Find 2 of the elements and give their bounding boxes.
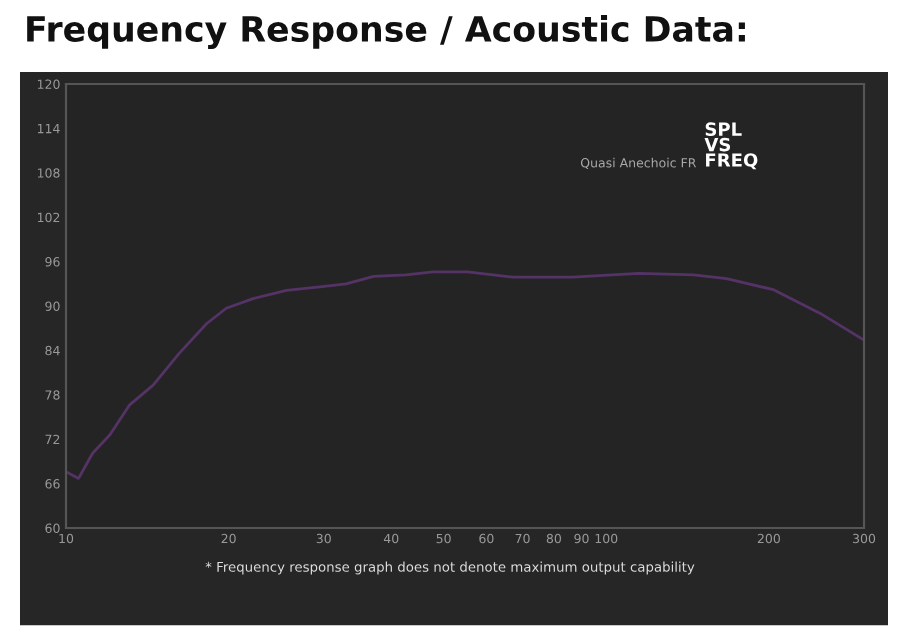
annotation: SPL VS FREQ [704,122,758,170]
chart-title: Frequency Response / Acoustic Data: [27,15,745,49]
